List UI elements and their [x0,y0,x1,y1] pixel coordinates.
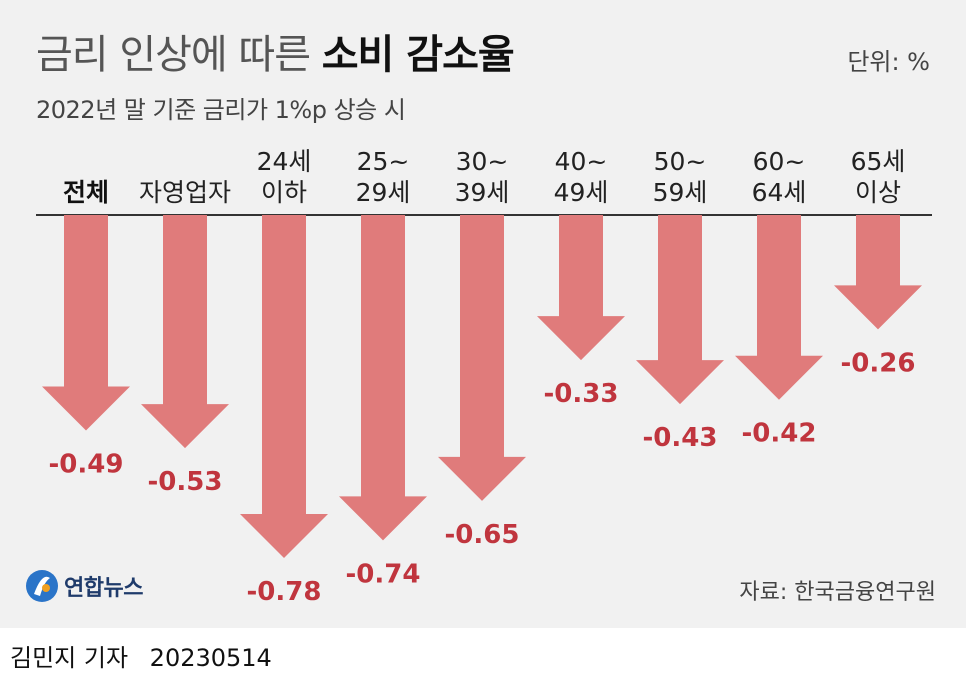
arrow-bar-3 [339,215,427,541]
source-label: 자료: 한국금융연구원 [739,580,936,605]
category-label-2-0: 24세 [257,147,312,176]
unit-label: 단위: % [847,48,930,76]
arrow-bar-0 [42,215,130,431]
reporter-name: 김민지 기자 [10,644,129,672]
category-label-1-0: 자영업자 [139,178,231,207]
byline: 김민지 기자 20230514 [10,638,272,673]
category-label-6-1: 59세 [653,178,708,207]
category-label-3-1: 29세 [356,178,411,207]
value-label-5: -0.33 [544,379,619,409]
arrow-bar-5 [537,215,625,361]
title-bold: 소비 감소율 [321,32,515,78]
category-label-6-0: 50~ [654,147,707,176]
title-light: 금리 인상에 따른 [36,32,311,78]
value-label-4: -0.65 [445,520,520,550]
category-label-4-0: 30~ [456,147,509,176]
arrow-bar-8 [834,215,922,330]
logo-text: 연합뉴스 [64,576,143,601]
category-label-8-1: 이상 [855,178,901,207]
category-label-4-1: 39세 [455,178,510,207]
value-label-2: -0.78 [247,577,322,607]
value-label-3: -0.74 [346,559,421,589]
chart-subtitle: 2022년 말 기준 금리가 1%p 상승 시 [36,96,406,124]
value-label-6: -0.43 [643,423,718,453]
category-label-3-0: 25~ [357,147,410,176]
yonhap-logo: 연합뉴스 [24,568,143,604]
category-label-0-0: 전체 [63,178,109,207]
category-label-7-1: 64세 [752,178,807,207]
category-label-5-1: 49세 [554,178,609,207]
arrow-bar-7 [735,215,823,400]
value-label-7: -0.42 [742,419,817,449]
arrow-bar-4 [438,215,526,501]
category-label-2-1: 이하 [261,178,307,207]
value-label-8: -0.26 [841,348,916,378]
category-label-8-0: 65세 [851,147,906,176]
value-label-1: -0.53 [148,467,223,497]
chart-title: 금리 인상에 따른 소비 감소율 [36,22,515,80]
arrow-bar-1 [141,215,229,449]
arrow-bar-2 [240,215,328,558]
value-label-0: -0.49 [49,449,124,479]
category-label-5-0: 40~ [555,147,608,176]
publish-date: 20230514 [149,644,272,672]
arrow-bar-6 [636,215,724,405]
category-label-7-0: 60~ [753,147,806,176]
yonhap-logo-icon [26,570,58,602]
